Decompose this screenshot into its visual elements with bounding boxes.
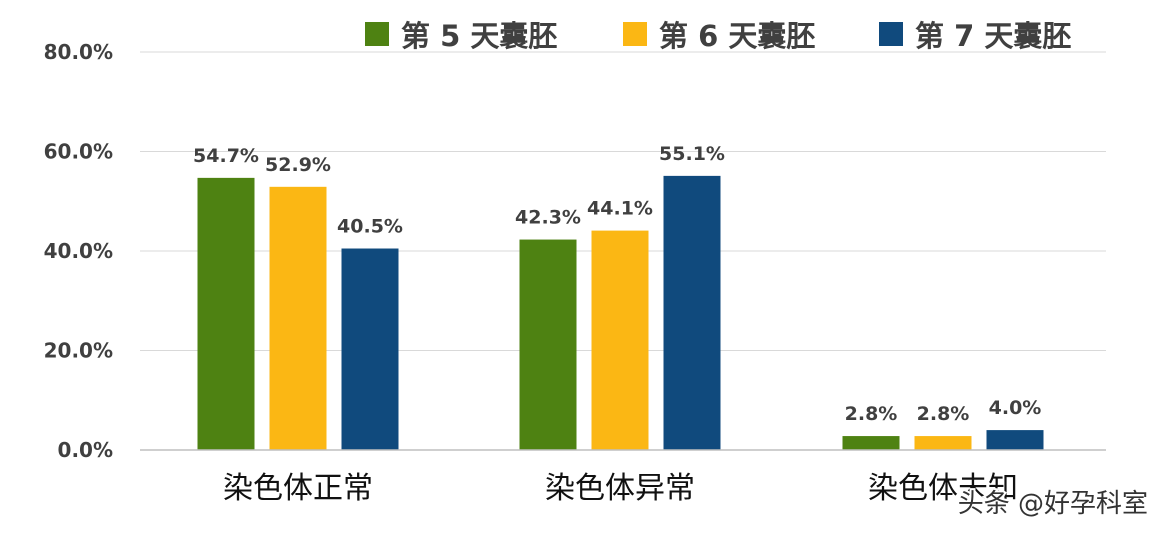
- x-tick-label: 染色体未知: [868, 471, 1018, 506]
- data-label: 2.8%: [917, 403, 970, 425]
- x-axis: 染色体正常 染色体异常 染色体未知: [140, 449, 1106, 506]
- data-label: 2.8%: [845, 403, 898, 425]
- data-label: 4.0%: [989, 397, 1042, 419]
- bar: [197, 177, 255, 450]
- x-tick-label: 染色体正常: [223, 471, 373, 506]
- bar: [519, 239, 577, 450]
- bar: [914, 436, 972, 450]
- bar: [986, 430, 1044, 450]
- legend-swatch: [623, 22, 647, 46]
- y-tick-label: 20.0%: [44, 339, 113, 363]
- data-label: 40.5%: [337, 216, 403, 238]
- legend-label: 第 6 天囊胚: [659, 19, 815, 53]
- watermark-halo: 头条 @好孕科室: [958, 489, 1148, 519]
- y-tick-label: 0.0%: [58, 438, 113, 462]
- bar: [591, 230, 649, 450]
- y-tick-label: 60.0%: [44, 140, 113, 164]
- legend-swatch: [879, 22, 903, 46]
- x-tick-label: 染色体异常: [545, 471, 695, 506]
- bar: [842, 436, 900, 450]
- data-label: 42.3%: [515, 207, 581, 229]
- data-label: 55.1%: [659, 143, 725, 165]
- watermark-text: 头条 @好孕科室: [958, 489, 1148, 519]
- legend-label: 第 7 天囊胚: [915, 19, 1071, 53]
- bar: [341, 248, 399, 450]
- bar: [663, 175, 721, 450]
- data-labels: 54.7% 42.3% 2.8% 52.9% 44.1% 2.8% 40.5% 55.1% 4.…: [193, 143, 1041, 425]
- legend-label: 第 5 天囊胚: [401, 19, 557, 53]
- data-label: 44.1%: [587, 198, 653, 220]
- y-tick-label: 40.0%: [44, 239, 113, 263]
- y-tick-label: 80.0%: [44, 40, 113, 64]
- watermark: 头条 @好孕科室 头条 @好孕科室: [956, 487, 1150, 521]
- data-label: 54.7%: [193, 145, 259, 167]
- bars: [197, 175, 1044, 450]
- bar: [269, 186, 327, 450]
- legend-swatch: [365, 22, 389, 46]
- data-label: 52.9%: [265, 154, 331, 176]
- legend: 第 5 天囊胚 第 6 天囊胚 第 7 天囊胚: [365, 19, 1071, 53]
- y-axis: 0.0% 20.0% 40.0% 60.0% 80.0%: [44, 40, 113, 462]
